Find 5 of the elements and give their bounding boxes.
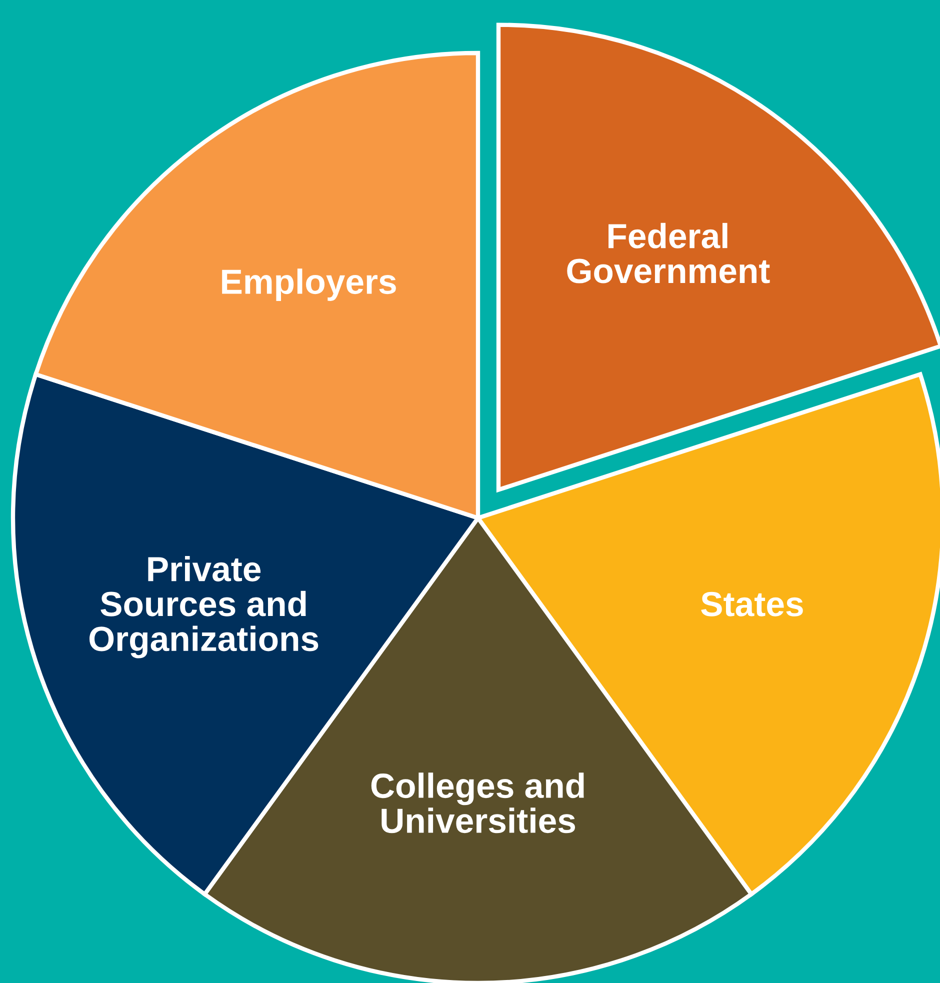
slice-label: Colleges and Universities [371,772,584,834]
slice-label: States [701,592,803,616]
slice-label: Federal Government [567,222,770,284]
slice-label: Employers [222,268,396,301]
slice-label: Private Sources and Organizations [89,556,318,658]
